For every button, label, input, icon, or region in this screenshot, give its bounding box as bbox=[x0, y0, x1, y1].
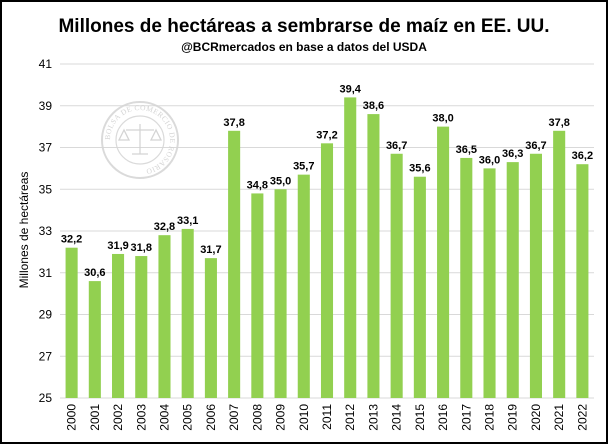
watermark-seal: BOLSA DE COMERCIO DE ROSARIO bbox=[101, 101, 179, 179]
data-label: 36,5 bbox=[456, 144, 477, 156]
x-tick-label: 2016 bbox=[436, 404, 450, 431]
bar-2020 bbox=[529, 153, 542, 398]
x-tick-label: 2017 bbox=[459, 404, 473, 431]
bars bbox=[65, 97, 589, 399]
bar-2015 bbox=[413, 176, 426, 398]
x-tick-label: 2022 bbox=[575, 404, 589, 431]
bar-2011 bbox=[320, 143, 334, 398]
data-label: 30,6 bbox=[84, 267, 105, 279]
bar-2019 bbox=[506, 162, 519, 398]
bar-2007 bbox=[228, 130, 241, 399]
bar-2010 bbox=[297, 174, 310, 398]
x-tick-label: 2018 bbox=[483, 404, 497, 431]
x-tick-label: 2001 bbox=[88, 404, 102, 431]
x-tick-label: 2013 bbox=[366, 404, 380, 431]
x-tick-label: 2012 bbox=[343, 404, 357, 431]
bar-2005 bbox=[181, 228, 194, 398]
y-tick-label: 25 bbox=[39, 391, 53, 405]
x-tick-label: 2007 bbox=[227, 404, 241, 431]
data-label: 36,7 bbox=[525, 140, 546, 152]
data-label: 35,7 bbox=[293, 161, 314, 173]
x-tick-label: 2011 bbox=[320, 404, 334, 430]
y-axis-label: Millones de hectáreas bbox=[17, 172, 31, 289]
x-tick-label: 2009 bbox=[274, 404, 288, 431]
data-label: 36,2 bbox=[572, 150, 593, 162]
y-tick-label: 37 bbox=[39, 141, 53, 155]
x-tick-label: 2006 bbox=[204, 404, 218, 431]
x-tick-label: 2008 bbox=[250, 404, 264, 431]
data-label: 35,0 bbox=[270, 175, 291, 187]
data-label: 31,7 bbox=[200, 244, 221, 256]
y-tick-label: 29 bbox=[39, 308, 53, 322]
bar-2016 bbox=[437, 126, 450, 398]
x-tick-label: 2019 bbox=[506, 404, 520, 431]
data-label: 37,2 bbox=[316, 129, 337, 141]
data-label: 37,8 bbox=[548, 117, 569, 129]
data-labels: 32,2 30,6 31,9 31,832,833,1 31,7 37,8 34,8 35,0… bbox=[61, 83, 593, 279]
chart-subtitle: @BCRmercados en base a datos del USDA bbox=[181, 40, 427, 54]
bar-2008 bbox=[251, 193, 264, 398]
x-tick-label: 2020 bbox=[529, 404, 543, 431]
data-label: 34,8 bbox=[247, 179, 268, 191]
bar-2022 bbox=[576, 164, 589, 398]
bar-2002 bbox=[112, 253, 125, 398]
bar-2006 bbox=[204, 258, 217, 398]
y-tick-label: 31 bbox=[39, 266, 53, 280]
x-tick-label: 2004 bbox=[157, 404, 171, 431]
data-label: 31,9 bbox=[107, 240, 128, 252]
y-tick-label: 39 bbox=[39, 99, 53, 113]
bar-2000 bbox=[65, 247, 78, 398]
x-tick-label: 2000 bbox=[65, 404, 79, 431]
bar-2018 bbox=[483, 168, 496, 398]
y-tick-label: 35 bbox=[39, 182, 53, 196]
x-tick-label: 2010 bbox=[297, 404, 311, 431]
bar-2001 bbox=[88, 281, 101, 398]
data-label: 37,8 bbox=[223, 117, 244, 129]
data-label: 38,0 bbox=[432, 113, 453, 125]
bar-2003 bbox=[135, 256, 148, 398]
data-label: 31,8 bbox=[131, 242, 152, 254]
data-label: 36,7 bbox=[386, 140, 407, 152]
bar-2013 bbox=[367, 114, 380, 398]
y-tick-label: 41 bbox=[39, 57, 53, 71]
bar-2009 bbox=[274, 189, 287, 398]
x-axis-ticks: 2000 2001 2002 2003 2004 2005 2006 2007 2008 2009… bbox=[65, 404, 590, 431]
data-label: 33,1 bbox=[177, 215, 198, 227]
y-axis-ticks: 25 27 29 31 33 35 37 39 41 bbox=[39, 57, 53, 405]
x-tick-label: 2021 bbox=[552, 404, 566, 431]
x-tick-label: 2015 bbox=[413, 404, 427, 431]
chart-title: Millones de hectáreas a sembrarse de maí… bbox=[58, 16, 549, 37]
data-label: 38,6 bbox=[363, 100, 384, 112]
data-label: 32,2 bbox=[61, 234, 82, 246]
data-label: 39,4 bbox=[340, 83, 362, 95]
data-label: 35,6 bbox=[409, 163, 430, 175]
y-tick-label: 33 bbox=[39, 224, 53, 238]
bar-2012 bbox=[344, 97, 357, 399]
bar-2004 bbox=[158, 235, 171, 398]
bar-2014 bbox=[390, 153, 403, 398]
data-label: 32,8 bbox=[154, 221, 175, 233]
x-tick-label: 2003 bbox=[134, 404, 148, 431]
x-tick-label: 2002 bbox=[111, 404, 125, 431]
data-label: 36,3 bbox=[502, 148, 523, 160]
bar-2021 bbox=[553, 130, 566, 399]
x-tick-label: 2005 bbox=[181, 404, 195, 431]
data-label: 36,0 bbox=[479, 154, 500, 166]
y-tick-label: 27 bbox=[39, 349, 53, 363]
x-tick-label: 2014 bbox=[390, 404, 404, 431]
bar-2017 bbox=[460, 157, 473, 398]
